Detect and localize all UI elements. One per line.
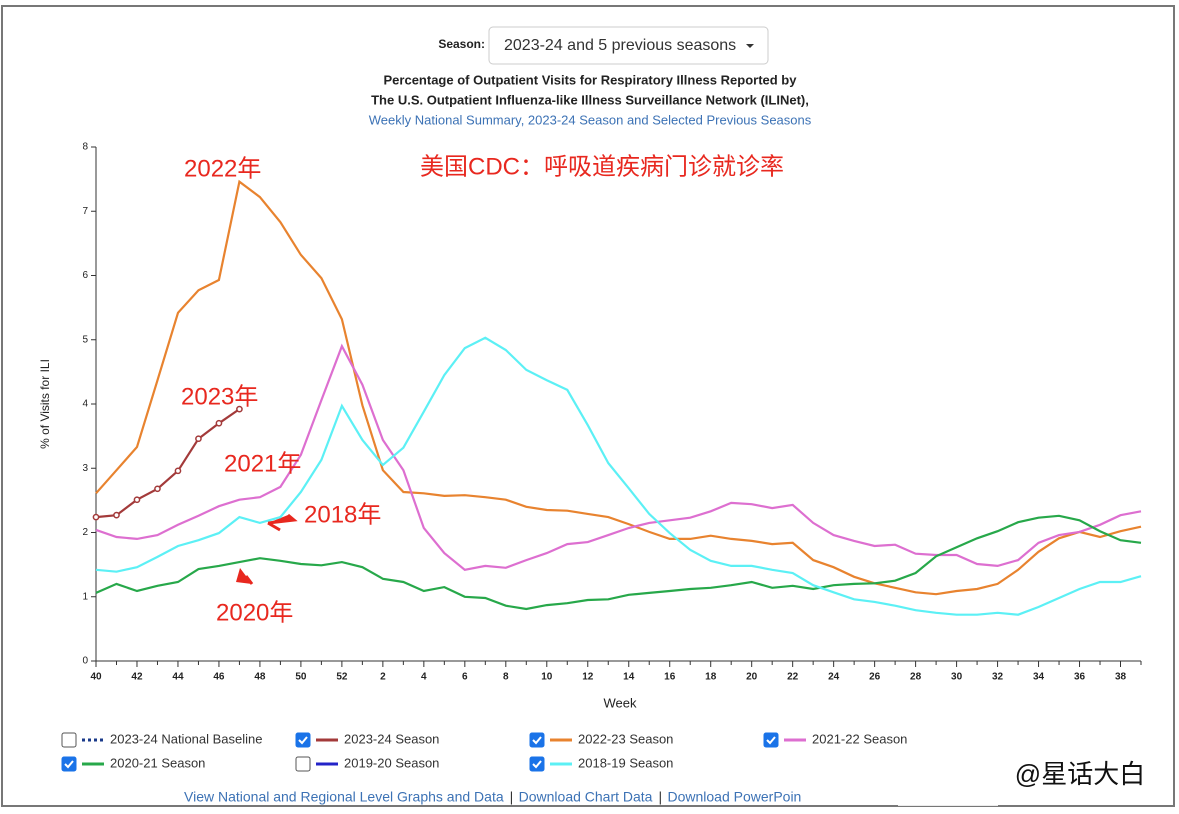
x-tick-label: 32 bbox=[992, 672, 1004, 683]
chart-title: Percentage of Outpatient Visits for Resp… bbox=[384, 72, 798, 87]
link[interactable]: View National and Regional Level Graphs … bbox=[184, 789, 504, 805]
x-tick-label: 52 bbox=[336, 672, 348, 683]
point bbox=[236, 405, 243, 413]
watermark: @星话大白 bbox=[1015, 759, 1145, 789]
y-tick-label: 4 bbox=[82, 399, 88, 410]
y-axis-label: % of Visits for ILI bbox=[38, 359, 52, 449]
y-tick-label: 0 bbox=[82, 656, 88, 667]
legend-label: 2022-23 Season bbox=[578, 731, 673, 746]
legend-label: 2021-22 Season bbox=[812, 731, 907, 746]
link[interactable]: Download PowerPoin bbox=[667, 789, 801, 805]
point bbox=[174, 467, 182, 475]
legend-label: 2019-20 Season bbox=[344, 755, 439, 770]
season-label: Season: bbox=[438, 37, 485, 51]
x-tick-label: 50 bbox=[295, 672, 307, 683]
y-tick-label: 1 bbox=[82, 591, 88, 602]
checkmark bbox=[532, 736, 542, 745]
y-tick-label: 7 bbox=[82, 206, 88, 217]
x-tick-label: 38 bbox=[1115, 672, 1127, 683]
x-tick-label: 8 bbox=[503, 672, 509, 683]
x-tick-label: 18 bbox=[705, 672, 717, 683]
x-tick-label: 44 bbox=[172, 672, 184, 683]
legend-label: 2023-24 Season bbox=[344, 731, 439, 746]
annotation: 2022年 bbox=[184, 155, 261, 182]
legend-label: 2018-19 Season bbox=[578, 755, 673, 770]
x-tick-label: 2 bbox=[380, 672, 386, 683]
checkmark bbox=[64, 760, 74, 769]
x-tick-label: 16 bbox=[664, 672, 676, 683]
separator: | bbox=[510, 789, 514, 805]
series-line bbox=[95, 179, 1142, 596]
legend-checkbox[interactable] bbox=[295, 732, 311, 748]
arrow bbox=[244, 575, 254, 585]
y-tick-label: 2 bbox=[82, 527, 88, 538]
y-tick-label: 5 bbox=[82, 334, 88, 345]
chart-title-2: The U.S. Outpatient Influenza-like Illne… bbox=[371, 92, 809, 107]
x-tick-label: 28 bbox=[910, 672, 922, 683]
annotation: 2020年 bbox=[216, 599, 293, 626]
annotation: 2023年 bbox=[181, 383, 258, 410]
checkmark bbox=[532, 760, 542, 769]
season-dropdown-text[interactable]: 2023-24 and 5 previous seasons bbox=[504, 37, 736, 54]
annotation: 2018年 bbox=[304, 501, 381, 528]
point bbox=[195, 435, 202, 443]
legend-label: 2020-21 Season bbox=[110, 755, 205, 770]
frame bbox=[1, 5, 1175, 807]
x-tick-label: 48 bbox=[254, 672, 266, 683]
series-line bbox=[95, 343, 1142, 571]
point bbox=[215, 419, 223, 427]
x-tick-label: 46 bbox=[213, 672, 225, 683]
legend-checkbox[interactable] bbox=[61, 756, 77, 772]
legend-label: 2023-24 National Baseline bbox=[110, 731, 263, 746]
point bbox=[92, 513, 100, 521]
legend-checkbox[interactable] bbox=[529, 732, 545, 748]
y-tick-label: 6 bbox=[82, 270, 88, 281]
annotation: 2021年 bbox=[224, 450, 301, 477]
legend-checkbox[interactable] bbox=[529, 756, 545, 772]
x-tick-label: 40 bbox=[90, 672, 102, 683]
legend-checkbox[interactable] bbox=[61, 732, 77, 748]
x-tick-label: 6 bbox=[462, 672, 468, 683]
point bbox=[133, 496, 141, 504]
x-tick-label: 30 bbox=[951, 672, 963, 683]
x-tick-label: 20 bbox=[746, 672, 758, 683]
x-tick-label: 36 bbox=[1074, 672, 1086, 683]
legend-checkbox[interactable] bbox=[763, 732, 779, 748]
series-line bbox=[95, 408, 241, 519]
watermark-backdrop bbox=[898, 760, 998, 806]
x-tick-label: 42 bbox=[131, 672, 143, 683]
legend-checkbox[interactable] bbox=[295, 756, 311, 772]
x-tick-label: 4 bbox=[421, 672, 427, 683]
x-tick-label: 24 bbox=[828, 672, 840, 683]
y-tick-label: 8 bbox=[82, 142, 88, 153]
arrow bbox=[267, 513, 298, 532]
point bbox=[154, 485, 161, 493]
point bbox=[113, 511, 120, 519]
link[interactable]: Download Chart Data bbox=[519, 789, 653, 805]
x-tick-label: 26 bbox=[869, 672, 881, 683]
x-tick-label: 14 bbox=[623, 672, 635, 683]
chart-subtitle: Weekly National Summary, 2023-24 Season … bbox=[369, 112, 812, 127]
x-tick-label: 22 bbox=[787, 672, 799, 683]
series-line bbox=[95, 514, 1142, 611]
x-axis-label: Week bbox=[604, 695, 637, 710]
checkmark bbox=[298, 736, 308, 745]
x-tick-label: 10 bbox=[541, 672, 553, 683]
x-tick-label: 12 bbox=[582, 672, 594, 683]
separator: | bbox=[658, 789, 662, 805]
annotation: 美国CDC：呼吸道疾病门诊就诊率 bbox=[420, 153, 784, 180]
x-tick-label: 34 bbox=[1033, 672, 1045, 683]
checkmark bbox=[766, 736, 776, 745]
y-tick-label: 3 bbox=[82, 463, 88, 474]
series-line bbox=[95, 336, 1142, 616]
dropdown-caret bbox=[746, 44, 754, 48]
season-dropdown[interactable] bbox=[488, 26, 769, 65]
